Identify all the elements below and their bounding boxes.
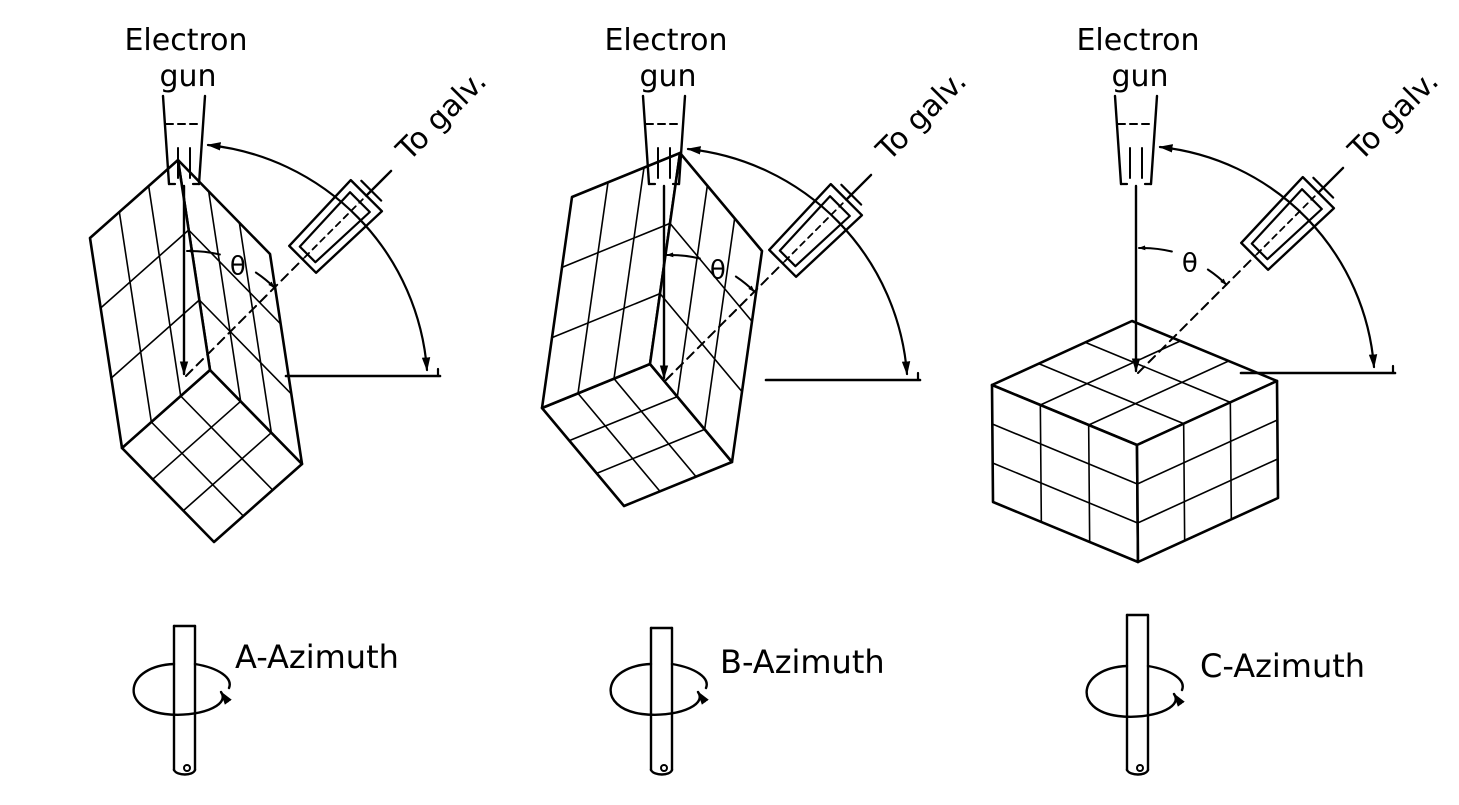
- support-rod-end: [1136, 764, 1144, 772]
- electron-gun-label: gun: [639, 59, 696, 94]
- cube-grid-line: [99, 229, 190, 309]
- cube-grid-line: [613, 166, 645, 380]
- to-galv-label: To galv.: [1341, 64, 1446, 169]
- theta-label: θ: [1182, 249, 1198, 279]
- detector-axis: [303, 198, 364, 259]
- electron-gun-label: Electron: [1076, 23, 1199, 58]
- support-rod-end: [183, 764, 191, 772]
- theta-label: θ: [230, 252, 246, 282]
- detector-axis: [783, 202, 844, 263]
- cube-grid-line: [577, 181, 609, 395]
- detector-rotation-arc: [686, 146, 911, 376]
- theta-arc-left: [1138, 245, 1173, 253]
- cube-grid-line: [1182, 422, 1186, 542]
- cube-grid-line: [991, 423, 1139, 485]
- electron-gun-label: gun: [159, 59, 216, 94]
- support-rod-end: [172, 768, 197, 776]
- cube-grid-line: [577, 392, 661, 493]
- theta-arc-right: [1206, 268, 1228, 286]
- electron-gun-body: [161, 94, 207, 186]
- cube-grid-line: [1087, 424, 1091, 543]
- support-rod-end: [660, 764, 668, 772]
- electron-gun-label: Electron: [604, 23, 727, 58]
- rotation-arrow: [132, 662, 232, 716]
- cube-grid-line: [595, 428, 706, 475]
- detector-rotation-arc: [1158, 144, 1378, 369]
- theta-arc-left: [186, 248, 221, 256]
- rotation-arrow: [1085, 664, 1185, 718]
- cube-grid-line: [118, 211, 153, 423]
- detector-lead: [365, 169, 393, 197]
- cube-grid-line: [1084, 341, 1232, 404]
- cube-grid-line: [568, 395, 679, 442]
- detector-rotation-arc: [206, 142, 431, 372]
- azimuth-caption: C-Azimuth: [1200, 647, 1365, 685]
- detector-axis: [1255, 195, 1316, 256]
- cube-grid-line: [1136, 458, 1279, 524]
- electron-gun-label: Electron: [124, 23, 247, 58]
- cube-grid-line: [1136, 419, 1279, 485]
- rotation-arrow: [193, 662, 231, 690]
- detector-lead: [845, 173, 873, 201]
- cube-grid-line: [151, 400, 242, 481]
- cube-grid-line: [1037, 362, 1185, 425]
- theta-arc-right: [734, 275, 756, 293]
- cube-grid-line: [1039, 340, 1182, 406]
- electron-gun-body: [641, 94, 687, 186]
- cube-grid-line: [1229, 401, 1233, 521]
- cube-grid-line: [561, 222, 671, 269]
- cube-grid-line: [551, 292, 661, 339]
- to-galv-label: To galv.: [869, 64, 974, 169]
- to-galv-label: To galv.: [389, 64, 494, 169]
- theta-arc-left: [666, 252, 701, 260]
- azimuth-caption: A-Azimuth: [235, 638, 399, 676]
- rotation-arrow: [670, 662, 708, 690]
- electron-gun-body: [1113, 94, 1159, 186]
- cube-grid-line: [147, 185, 182, 397]
- cube-grid-line: [991, 462, 1139, 524]
- cube-grid-line: [1087, 360, 1230, 426]
- cube-grid-line: [179, 395, 274, 491]
- detector-lead: [1317, 166, 1345, 194]
- rotation-arrow: [609, 662, 709, 716]
- support-rod-end: [649, 768, 674, 776]
- azimuth-caption: B-Azimuth: [720, 643, 885, 681]
- theta-arc-right: [254, 271, 276, 289]
- theta-label: θ: [710, 256, 726, 286]
- cube-grid-line: [182, 431, 273, 512]
- rotation-arrow: [1146, 664, 1184, 692]
- electron-gun-label: gun: [1111, 59, 1168, 94]
- cube-grid-line: [613, 377, 697, 478]
- support-rod-end: [1125, 768, 1150, 776]
- cube-grid-line: [1039, 404, 1043, 523]
- cube-grid-line: [150, 421, 245, 517]
